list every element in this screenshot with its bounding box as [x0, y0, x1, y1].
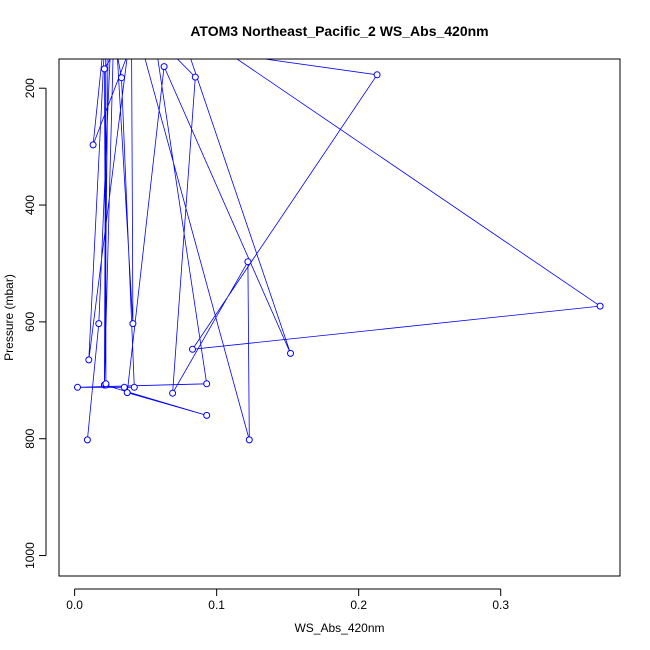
x-tick-label: 0.3: [492, 598, 509, 612]
data-point-marker: [120, 383, 128, 391]
data-point-marker: [102, 380, 110, 388]
y-tick-label: 400: [23, 195, 37, 215]
data-point-marker: [83, 436, 91, 444]
axes-layer: 0.0 0.1 0.2 0.3 200 400 600 800 1000: [23, 78, 509, 612]
y-tick-label: 1000: [23, 542, 37, 569]
x-tick-label: 0.2: [350, 598, 367, 612]
data-point-marker: [95, 320, 103, 328]
data-point-marker: [244, 258, 252, 266]
x-tick-label: 0.0: [66, 598, 83, 612]
data-point-marker: [169, 389, 177, 397]
data-point-marker: [85, 356, 93, 364]
series-layer: [74, 59, 604, 444]
data-point-marker: [118, 74, 125, 82]
data-point-marker: [160, 63, 168, 71]
data-point-marker: [373, 71, 381, 79]
data-point-marker: [203, 411, 211, 419]
y-tick-label: 200: [23, 78, 37, 98]
data-point-marker: [123, 389, 131, 397]
data-point-marker: [100, 65, 108, 73]
data-point-marker: [245, 436, 253, 444]
data-point-marker: [129, 320, 137, 328]
x-tick-label: 0.1: [208, 598, 225, 612]
data-point-marker: [130, 383, 138, 391]
data-point-marker: [89, 141, 97, 149]
data-point-marker: [191, 73, 199, 81]
chart-title: ATOM3 Northeast_Pacific_2 WS_Abs_420nm: [190, 23, 488, 39]
data-point-marker: [596, 302, 604, 310]
plot-frame: [58, 58, 621, 577]
y-tick-label: 800: [23, 428, 37, 448]
data-point-marker: [74, 383, 81, 391]
y-tick-label: 600: [23, 312, 37, 332]
data-point-marker: [287, 349, 294, 357]
data-point-marker: [189, 345, 196, 353]
x-axis-label: WS_Abs_420nm: [294, 621, 384, 635]
data-point-marker: [203, 380, 211, 388]
y-axis-label: Pressure (mbar): [2, 274, 16, 361]
